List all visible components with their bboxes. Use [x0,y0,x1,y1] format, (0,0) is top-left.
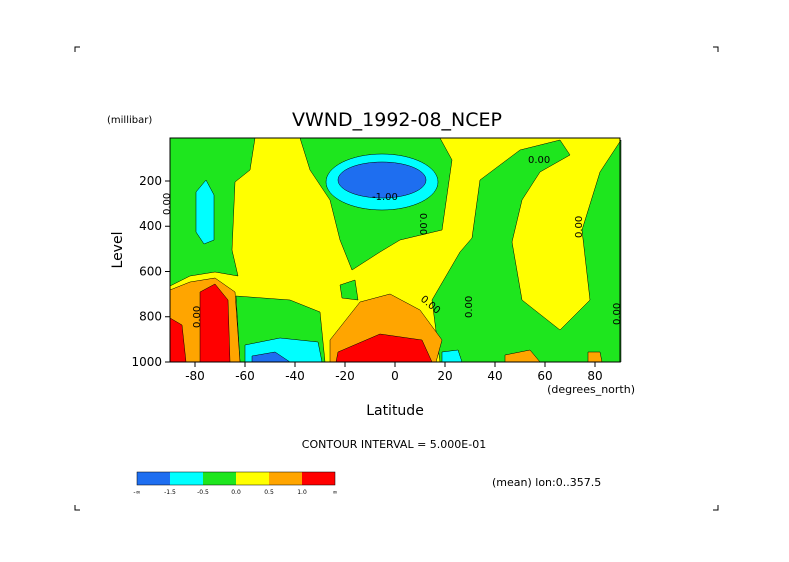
contour-interval: CONTOUR INTERVAL = 5.000E-01 [302,438,486,451]
x-tick-label: -20 [335,369,355,383]
chart-title: VWND_1992-08_NCEP [292,109,502,131]
y-tick-label: 400 [139,219,162,233]
colorbar-label: -0.5 [197,489,209,496]
filled-region [195,179,215,245]
contour-label: 0.00 [528,155,550,166]
contour-label: -1.00 [372,192,398,203]
contour-label: 0.00 [574,216,585,238]
x-tick-label: 20 [437,369,452,383]
y-tick-label: 600 [139,264,162,278]
contour-label: 0.00 [162,193,173,215]
filled-region [431,139,622,363]
y-axis-label: Level [110,232,126,269]
colorbar-label: -1.5 [164,489,176,496]
colorbar-swatch [203,472,236,485]
note: (mean) lon:0..357.5 [492,476,601,489]
colorbar-swatch [170,472,203,485]
contour-label: 0.00 [192,306,203,328]
crop-marks [74,46,719,511]
colorbar-swatch [137,472,170,485]
x-units: (degrees_north) [547,383,635,396]
colorbar-label: 0.5 [264,489,274,496]
y-tick-label: 200 [139,174,162,188]
contour-label: 0.00 [612,303,623,325]
x-axis-label: Latitude [366,403,424,419]
filled-region [337,161,427,199]
plot-area: 0.00-1.000.000.000.000.00 0.000.00 0.00 [162,137,623,363]
x-tick-label: 40 [487,369,502,383]
colorbar-swatch [302,472,335,485]
contour-label: 0.00 [417,213,428,235]
x-tick-label: 80 [587,369,602,383]
colorbar-label: ∞ [333,489,338,496]
x-tick-label: 60 [537,369,552,383]
x-tick-label: -80 [185,369,205,383]
filled-region [335,333,433,363]
filled-region [339,279,359,301]
contour-label: 0.00 [464,296,475,318]
x-tick-label: -40 [285,369,305,383]
filled-region [587,351,603,363]
y-units: (millibar) [107,115,152,126]
colorbar-label: 0.0 [231,489,241,496]
colorbar-frame [136,471,336,486]
colorbar-label: -∞ [133,489,140,496]
x-tick-label: 0 [391,369,399,383]
y-tick-label: 1000 [131,355,162,369]
colorbar-swatch [236,472,269,485]
y-tick-label: 800 [139,310,162,324]
colorbar-label: 1.0 [297,489,307,496]
x-tick-label: -60 [235,369,255,383]
filled-region [199,283,231,363]
corner-marks [74,46,719,511]
colorbar-swatch [269,472,302,485]
